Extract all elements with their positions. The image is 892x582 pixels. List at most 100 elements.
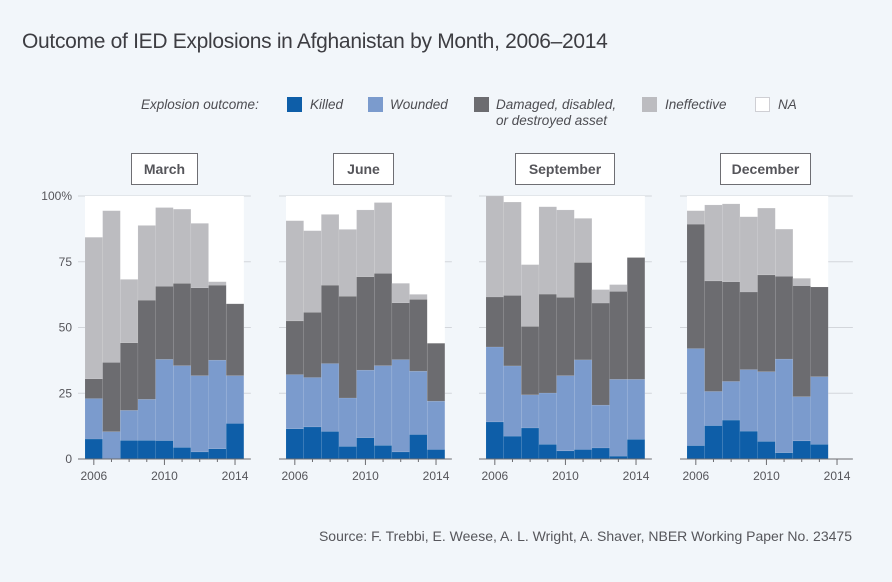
bar-march-2006-wounded: [84, 398, 103, 440]
bar-march-2013-damaged: [208, 284, 227, 361]
bar-march-2008-wounded: [120, 410, 139, 441]
x-tick-label-december-2010: 2010: [753, 469, 780, 483]
bar-march-2006-killed: [84, 438, 103, 460]
bar-september-2010-wounded: [556, 375, 575, 452]
bar-march-2007-damaged: [102, 362, 121, 432]
bar-june-2007-ineffective: [303, 230, 322, 313]
bar-december-2006-wounded: [686, 348, 705, 446]
bar-september-2013-wounded: [609, 379, 628, 457]
bar-june-2008-ineffective: [321, 214, 340, 286]
bar-september-2013-damaged: [609, 291, 628, 380]
bar-june-2009-ineffective: [338, 229, 357, 297]
bar-march-2006-damaged: [84, 378, 103, 399]
x-tick-label-june-2014: 2014: [423, 469, 450, 483]
bar-december-2006-damaged: [686, 223, 705, 349]
bar-december-2009-wounded: [739, 369, 758, 432]
bar-september-2012-ineffective: [591, 289, 610, 304]
facet-label-december: December: [720, 153, 811, 185]
bar-march-2008-damaged: [120, 342, 139, 411]
bar-june-2013-killed: [409, 434, 428, 460]
bar-june-2013-ineffective: [409, 294, 428, 300]
bar-march-2007-ineffective: [102, 210, 121, 363]
bar-june-2014-killed: [426, 449, 446, 460]
bar-september-2012-damaged: [591, 302, 610, 406]
bar-june-2006-killed: [285, 428, 304, 460]
bar-september-2006-ineffective: [485, 195, 504, 298]
y-tick-label-0: 0: [65, 452, 72, 466]
bar-december-2007-wounded: [704, 391, 723, 426]
bar-december-2010-wounded: [757, 371, 776, 442]
bar-june-2007-damaged: [303, 311, 322, 378]
bar-march-2010-killed: [155, 440, 174, 460]
legend-swatch-killed: [287, 97, 302, 112]
legend-swatch-wounded: [368, 97, 383, 112]
bar-march-2011-wounded: [173, 365, 192, 448]
bar-september-2006-wounded: [485, 346, 504, 423]
bar-march-2014-wounded: [225, 375, 245, 424]
bar-september-2008-killed: [521, 427, 540, 460]
bar-june-2008-damaged: [321, 284, 340, 364]
bar-june-2011-ineffective: [374, 202, 393, 274]
bar-march-2008-ineffective: [120, 279, 139, 344]
bar-september-2008-ineffective: [521, 264, 540, 327]
bar-december-2008-killed: [722, 419, 741, 460]
bar-march-2013-killed: [208, 448, 227, 460]
x-tick-label-september-2014: 2014: [623, 469, 650, 483]
legend-swatch-damaged: [474, 97, 489, 112]
bar-march-2011-killed: [173, 447, 192, 460]
bar-december-2011-killed: [775, 452, 794, 460]
bar-september-2012-wounded: [591, 404, 610, 449]
bar-september-2014-damaged: [626, 257, 646, 380]
x-tick-label-march-2010: 2010: [151, 469, 178, 483]
legend: Explosion outcome: Killed Wounded Damage…: [0, 96, 892, 136]
bar-december-2012-wounded: [792, 396, 811, 442]
bar-june-2010-damaged: [356, 276, 375, 371]
bar-december-2012-ineffective: [792, 278, 811, 286]
bar-december-2011-wounded: [775, 358, 794, 453]
bar-september-2008-wounded: [521, 394, 540, 429]
bar-june-2009-wounded: [338, 397, 357, 447]
bar-december-2006-killed: [686, 445, 705, 460]
legend-item-damaged-line1: Damaged, disabled,: [496, 97, 617, 112]
source-note: Source: F. Trebbi, E. Weese, A. L. Wrigh…: [318, 528, 852, 544]
bar-september-2011-killed: [574, 449, 593, 460]
bar-december-2013-damaged: [810, 286, 829, 377]
bar-march-2012-damaged: [190, 287, 209, 376]
bar-june-2007-killed: [303, 426, 322, 460]
bar-december-2013-wounded: [810, 376, 829, 445]
bar-december-2010-killed: [757, 441, 776, 460]
legend-swatch-na: [755, 97, 770, 112]
bar-september-2009-damaged: [538, 293, 557, 394]
bar-december-2009-damaged: [739, 291, 758, 370]
bar-june-2007-wounded: [303, 377, 322, 428]
bar-june-2006-damaged: [285, 320, 304, 375]
bar-december-2008-wounded: [722, 381, 741, 421]
bar-march-2009-killed: [137, 440, 156, 460]
legend-swatch-ineffective: [642, 97, 657, 112]
y-tick-label-4: 100%: [41, 189, 72, 203]
bar-june-2008-wounded: [321, 363, 340, 432]
bar-june-2014-damaged: [426, 343, 446, 402]
bar-march-2013-ineffective: [208, 281, 227, 286]
x-tick-label-june-2006: 2006: [281, 469, 308, 483]
facet-label-september: September: [515, 153, 615, 185]
legend-item-wounded: Wounded: [390, 97, 448, 112]
bar-september-2007-ineffective: [503, 201, 522, 296]
bar-september-2011-ineffective: [574, 218, 593, 263]
bar-september-2008-damaged: [521, 326, 540, 396]
x-tick-label-june-2010: 2010: [352, 469, 379, 483]
y-tick-label-2: 50: [59, 321, 73, 335]
bar-september-2007-killed: [503, 435, 522, 460]
bar-september-2013-ineffective: [609, 284, 628, 292]
legend-label: Explosion outcome:: [141, 97, 259, 112]
bar-march-2011-damaged: [173, 283, 192, 366]
bar-june-2010-ineffective: [356, 209, 375, 277]
x-tick-label-september-2010: 2010: [552, 469, 579, 483]
bar-september-2014-killed: [626, 439, 646, 460]
bar-march-2009-ineffective: [137, 225, 156, 301]
legend-item-damaged: Damaged, disabled, or destroyed asset: [496, 97, 616, 129]
bar-march-2006-ineffective: [84, 237, 103, 380]
bar-december-2008-damaged: [722, 281, 741, 382]
bar-september-2009-wounded: [538, 392, 557, 445]
